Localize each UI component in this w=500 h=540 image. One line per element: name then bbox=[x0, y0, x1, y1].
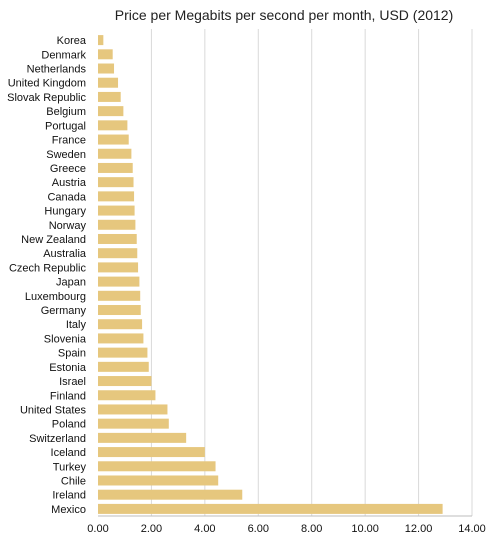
category-label: New Zealand bbox=[21, 234, 86, 246]
bars bbox=[98, 35, 443, 514]
bar-switzerland bbox=[98, 432, 187, 443]
bar-united-states bbox=[98, 404, 168, 415]
bar-greece bbox=[98, 162, 133, 173]
bar-hungary bbox=[98, 205, 135, 216]
bar-finland bbox=[98, 390, 156, 401]
bar-poland bbox=[98, 418, 169, 429]
category-label: Australia bbox=[43, 248, 87, 260]
bar-luxembourg bbox=[98, 290, 141, 301]
category-label: Mexico bbox=[51, 504, 86, 516]
category-label: Estonia bbox=[49, 362, 87, 374]
bar-chile bbox=[98, 475, 219, 486]
bar-united-kingdom bbox=[98, 77, 119, 88]
bar-slovenia bbox=[98, 333, 144, 344]
category-labels: Korea Denmark Netherlands United Kingdom Slo… bbox=[7, 35, 87, 516]
bar-turkey bbox=[98, 461, 216, 472]
category-label: Belgium bbox=[46, 106, 86, 118]
category-label: Czech Republic bbox=[9, 262, 87, 274]
category-label: Slovenia bbox=[44, 333, 87, 345]
bar-estonia bbox=[98, 361, 149, 372]
category-label: Norway bbox=[49, 220, 87, 232]
category-label: Luxembourg bbox=[25, 291, 86, 303]
bar-belgium bbox=[98, 106, 124, 117]
bar-japan bbox=[98, 276, 140, 287]
x-tick-label: 2.00 bbox=[141, 523, 162, 535]
category-label: Switzerland bbox=[29, 433, 86, 445]
category-label: Korea bbox=[57, 35, 87, 47]
x-tick-label: 10.00 bbox=[351, 523, 379, 535]
category-label: Slovak Republic bbox=[7, 92, 86, 104]
gridlines bbox=[150, 29, 473, 516]
category-label: Ireland bbox=[52, 490, 86, 502]
bar-new-zealand bbox=[98, 233, 137, 244]
category-label: Spain bbox=[58, 348, 86, 360]
x-tick-labels: 0.00 2.00 4.00 6.00 8.00 10.00 12.00 14.00 bbox=[87, 523, 485, 535]
bar-ireland bbox=[98, 489, 243, 500]
category-label: Iceland bbox=[51, 447, 86, 459]
x-tick-label: 8.00 bbox=[301, 523, 322, 535]
category-label: Denmark bbox=[41, 49, 86, 61]
category-label: Israel bbox=[59, 376, 86, 388]
category-label: Italy bbox=[66, 319, 87, 331]
chart-title: Price per Megabits per second per month,… bbox=[115, 7, 454, 23]
bar-sweden bbox=[98, 148, 132, 159]
category-label: Hungary bbox=[44, 206, 86, 218]
category-label: Japan bbox=[56, 277, 86, 289]
bar-portugal bbox=[98, 120, 128, 131]
bar-israel bbox=[98, 376, 152, 387]
category-label: United Kingdom bbox=[8, 78, 86, 90]
bar-netherlands bbox=[98, 63, 115, 74]
bar-mexico bbox=[98, 503, 443, 514]
bar-austria bbox=[98, 177, 134, 188]
bar-slovak-republic bbox=[98, 91, 121, 102]
bar-canada bbox=[98, 191, 135, 202]
bar-iceland bbox=[98, 447, 205, 458]
category-label: Turkey bbox=[53, 461, 87, 473]
bar-australia bbox=[98, 248, 138, 259]
bar-korea bbox=[98, 35, 104, 46]
category-label: United States bbox=[20, 404, 87, 416]
x-tick-label: 14.00 bbox=[458, 523, 486, 535]
bar-denmark bbox=[98, 49, 113, 60]
x-tick-label: 4.00 bbox=[194, 523, 215, 535]
bar-czech-republic bbox=[98, 262, 139, 273]
bar-norway bbox=[98, 219, 136, 230]
bar-germany bbox=[98, 305, 141, 316]
bar-italy bbox=[98, 319, 143, 330]
bar-france bbox=[98, 134, 129, 145]
category-label: Germany bbox=[41, 305, 87, 317]
bar-spain bbox=[98, 347, 148, 358]
category-label: Chile bbox=[61, 475, 86, 487]
category-label: Sweden bbox=[46, 149, 86, 161]
category-label: Greece bbox=[50, 163, 86, 175]
category-label: Austria bbox=[52, 177, 87, 189]
x-tick-label: 12.00 bbox=[405, 523, 433, 535]
category-label: Finland bbox=[50, 390, 86, 402]
category-label: Portugal bbox=[45, 120, 86, 132]
x-tick-label: 6.00 bbox=[248, 523, 269, 535]
category-label: Poland bbox=[52, 419, 86, 431]
category-label: Canada bbox=[47, 191, 86, 203]
category-label: Netherlands bbox=[27, 64, 87, 76]
category-label: France bbox=[52, 135, 86, 147]
x-tick-label: 0.00 bbox=[87, 523, 108, 535]
